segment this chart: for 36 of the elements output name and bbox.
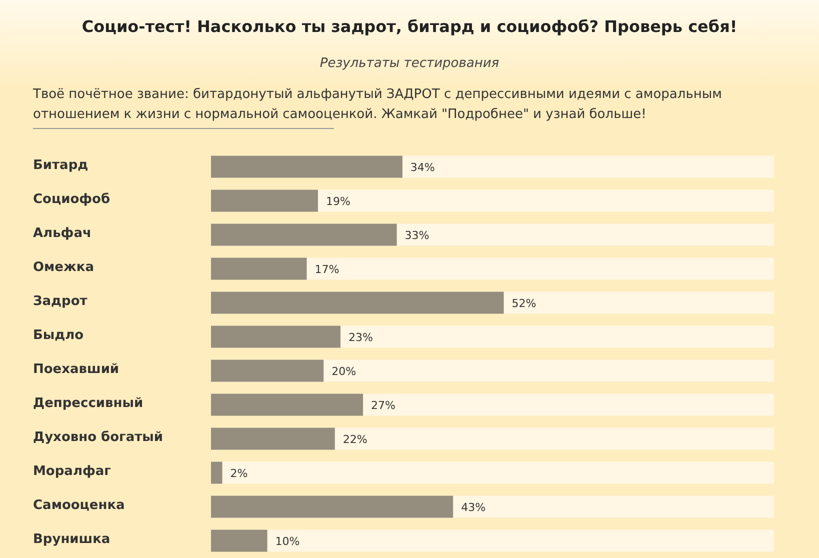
y-tick-label: Социофоб — [33, 192, 110, 207]
y-tick-label: Задрот — [33, 294, 88, 309]
data-label: 52% — [512, 296, 536, 310]
data-label: 43% — [461, 500, 486, 514]
bar — [211, 360, 324, 382]
y-tick-label: Поехавший — [33, 362, 120, 377]
y-tick-label: Быдло — [33, 328, 84, 343]
data-label: 10% — [275, 534, 300, 548]
chart-subtitle: Результаты тестирования — [318, 56, 500, 71]
data-label: 20% — [332, 364, 356, 378]
data-label: 19% — [326, 194, 350, 208]
data-label: 34% — [410, 160, 435, 174]
data-label: 22% — [342, 432, 368, 446]
bar — [211, 394, 364, 416]
y-tick-label: Врунишка — [33, 532, 110, 547]
text: Твоё почётное звание: битардонутый альфанутый ЗАДРОТ с депрессивными идеями с аморальным отношением к жизни с нормальной самооценкой. Жамкай "Подробнее" и узнай больше! — [33, 86, 723, 124]
bar — [211, 530, 268, 552]
y-tick-label: Альфач — [33, 226, 92, 241]
y-tick-label: Депрессивный — [33, 396, 144, 411]
bar — [211, 190, 318, 212]
bar — [211, 258, 307, 280]
chart-title: Социо-тест! Насколько ты задрот, битард и социофоб? Проверь себя! — [80, 17, 738, 36]
y-tick-label: Битард — [33, 158, 88, 173]
bar — [211, 224, 397, 246]
data-label: 2% — [230, 466, 248, 480]
bar — [211, 326, 340, 348]
y-tick-label: Омежка — [33, 260, 94, 275]
data-label: 27% — [371, 398, 396, 412]
y-tick-label: Моралфаг — [33, 464, 112, 479]
y-tick-label: Самооценка — [33, 498, 125, 513]
bar — [211, 428, 335, 450]
data-label: 17% — [314, 262, 340, 276]
data-label: 23% — [348, 330, 373, 344]
bar — [211, 462, 222, 484]
y-tick-label: Духовно богатый — [33, 430, 164, 445]
data-label: 33% — [404, 228, 430, 242]
